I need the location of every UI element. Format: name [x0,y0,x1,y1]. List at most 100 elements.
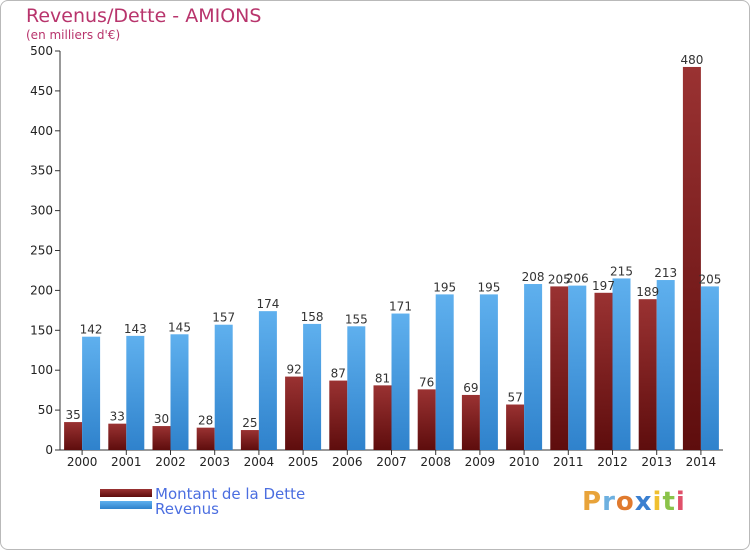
y-tick-label: 400 [30,124,53,138]
x-tick-label: 2003 [199,455,230,469]
data-label-dette: 30 [154,412,169,426]
bar-revenus [258,311,277,450]
data-label-dette: 57 [507,391,522,405]
data-label-dette: 69 [463,381,478,395]
x-tick-label: 2010 [509,455,540,469]
y-tick-label: 500 [30,44,53,58]
bar-revenus [479,294,498,450]
y-tick-label: 150 [30,323,53,337]
logo-letter: r [602,487,616,517]
data-label-dette: 33 [110,410,125,424]
bar-dette [594,292,613,450]
data-labels: 35 142 33 143 30 145 28 157 25 174 92 158 87 155 81 171… [65,53,721,430]
data-label-revenus: 195 [477,280,500,294]
bar-dette [108,423,127,450]
proxiti-logo: Proxiti [582,487,686,517]
data-label-dette: 28 [198,414,213,428]
x-tick-label: 2012 [597,455,628,469]
legend-swatch-revenus [100,501,152,509]
bar-dette [152,426,171,450]
bar-dette [682,66,701,451]
data-label-dette: 35 [65,408,80,422]
data-label-revenus: 215 [610,264,633,278]
data-label-revenus: 208 [522,270,545,284]
bar-dette [638,299,657,450]
bar-revenus [524,284,543,450]
y-tick-label: 50 [38,403,53,417]
data-label-dette: 197 [592,279,615,293]
logo-letter: o [615,487,635,517]
data-label-revenus: 143 [124,322,147,336]
y-axis: 0 50 100 150 200 250 300 350 400 450 500 [30,44,61,457]
data-label-revenus: 158 [301,310,324,324]
bar-dette [506,404,525,450]
data-label-revenus: 174 [256,297,279,311]
x-tick-label: 2004 [244,455,275,469]
data-label-dette: 189 [636,285,659,299]
bar-dette [329,380,348,450]
data-label-revenus: 171 [389,300,412,314]
x-tick-label: 2007 [376,455,407,469]
logo-letter: t [662,487,676,517]
data-label-dette: 81 [375,371,390,385]
y-tick-label: 0 [45,443,53,457]
x-tick-label: 2000 [67,455,98,469]
bar-revenus [170,334,189,450]
data-label-dette: 205 [548,272,571,286]
data-label-revenus: 206 [566,272,589,286]
logo-letter: i [652,487,663,517]
bar-dette [550,286,569,450]
x-axis: 2000 2001 2002 2003 2004 2005 2006 2007 2008 2009… [60,449,723,469]
bar-revenus [347,326,366,450]
bar-revenus [126,335,145,450]
legend-label-dette: Montant de la Dette [155,485,306,503]
data-label-revenus: 195 [433,280,456,294]
bar-revenus [214,324,233,450]
bar-dette [64,422,83,450]
x-tick-label: 2005 [288,455,319,469]
chart-subtitle: (en milliers d'€) [26,28,121,42]
data-label-dette: 76 [419,375,434,389]
data-label-revenus: 205 [698,272,721,286]
y-tick-label: 300 [30,204,53,218]
data-label-dette: 480 [680,53,703,67]
bar-dette [461,394,480,450]
logo-letter: P [582,487,603,517]
logo-letter: x [634,487,653,517]
bar-revenus [612,278,631,450]
data-label-revenus: 142 [80,323,103,337]
bar-revenus [656,280,675,450]
bar-dette [373,385,392,450]
bar-revenus [700,286,719,450]
x-tick-label: 2006 [332,455,363,469]
y-tick-label: 100 [30,363,53,377]
x-tick-label: 2013 [641,455,672,469]
y-tick-label: 250 [30,244,53,258]
bars [64,66,719,451]
bar-dette [240,430,259,450]
bar-dette [196,427,215,450]
data-label-revenus: 157 [212,311,235,325]
legend-label-revenus: Revenus [155,500,219,518]
x-tick-label: 2014 [686,455,717,469]
y-tick-label: 350 [30,164,53,178]
x-tick-label: 2011 [553,455,584,469]
data-label-dette: 92 [286,363,301,377]
x-tick-label: 2008 [420,455,451,469]
bar-dette [285,376,304,450]
data-label-revenus: 213 [654,266,677,280]
chart-title: Revenus/Dette - AMIONS [26,5,262,27]
logo-letter: i [675,487,686,517]
x-tick-label: 2002 [155,455,186,469]
x-tick-label: 2009 [465,455,496,469]
bar-revenus [391,313,410,450]
data-label-dette: 87 [331,367,346,381]
data-label-dette: 25 [242,416,257,430]
bar-revenus [303,323,322,450]
y-tick-label: 450 [30,84,53,98]
data-label-revenus: 145 [168,320,191,334]
legend-swatch-dette [100,489,152,497]
bar-revenus [435,294,454,450]
